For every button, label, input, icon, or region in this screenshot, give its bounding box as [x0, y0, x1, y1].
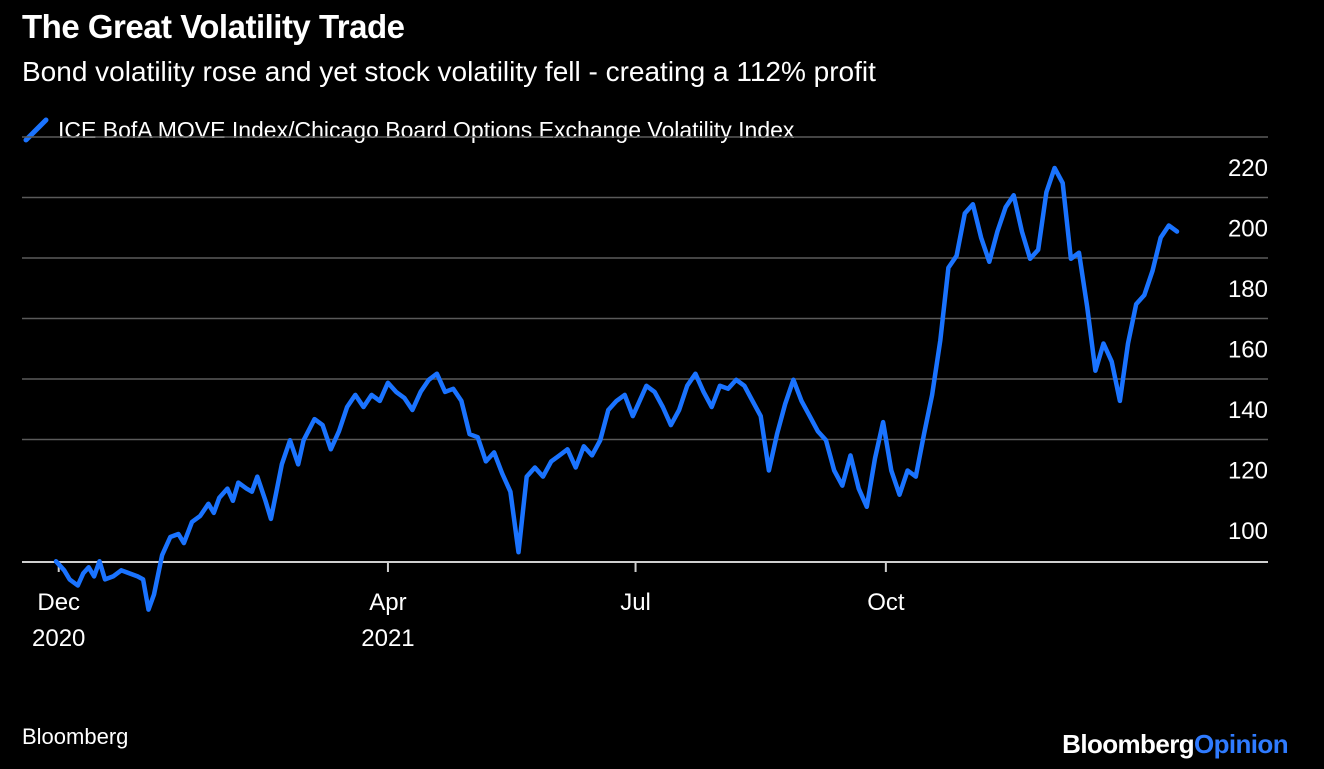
y-tick-label-140: 140	[1228, 397, 1268, 424]
x-tick-sublabel-apr: 2021	[361, 625, 414, 652]
source-note: Bloomberg	[22, 724, 129, 749]
y-tick-label-100: 100	[1228, 518, 1268, 545]
y-tick-label-200: 200	[1228, 216, 1268, 243]
y-tick-label-120: 120	[1228, 458, 1268, 485]
x-tick-label-apr: Apr	[369, 589, 406, 616]
y-tick-label-160: 160	[1228, 337, 1268, 364]
x-tick-sublabel-dec: 2020	[32, 625, 85, 652]
x-tick-label-jul: Jul	[620, 589, 651, 616]
series-line-1	[53, 165, 1180, 612]
legend: ICE BofA MOVE Index/Chicago Board Option…	[22, 116, 794, 144]
brand-logo: BloombergOpinion	[1062, 729, 1288, 760]
legend-label: ICE BofA MOVE Index/Chicago Board Option…	[58, 116, 795, 143]
brand-logo-part2: Opinion	[1194, 729, 1289, 759]
y-tick-label-180: 180	[1228, 276, 1268, 303]
chart-subtitle: Bond volatility rose and yet stock volat…	[22, 56, 876, 87]
chart-title: The Great Volatility Trade	[22, 8, 405, 45]
x-tick-label-oct: Oct	[867, 589, 905, 616]
x-tick-label-dec: Dec	[37, 589, 80, 616]
brand-logo-part1: Bloomberg	[1062, 729, 1194, 759]
y-tick-label-220: 220	[1228, 155, 1268, 182]
